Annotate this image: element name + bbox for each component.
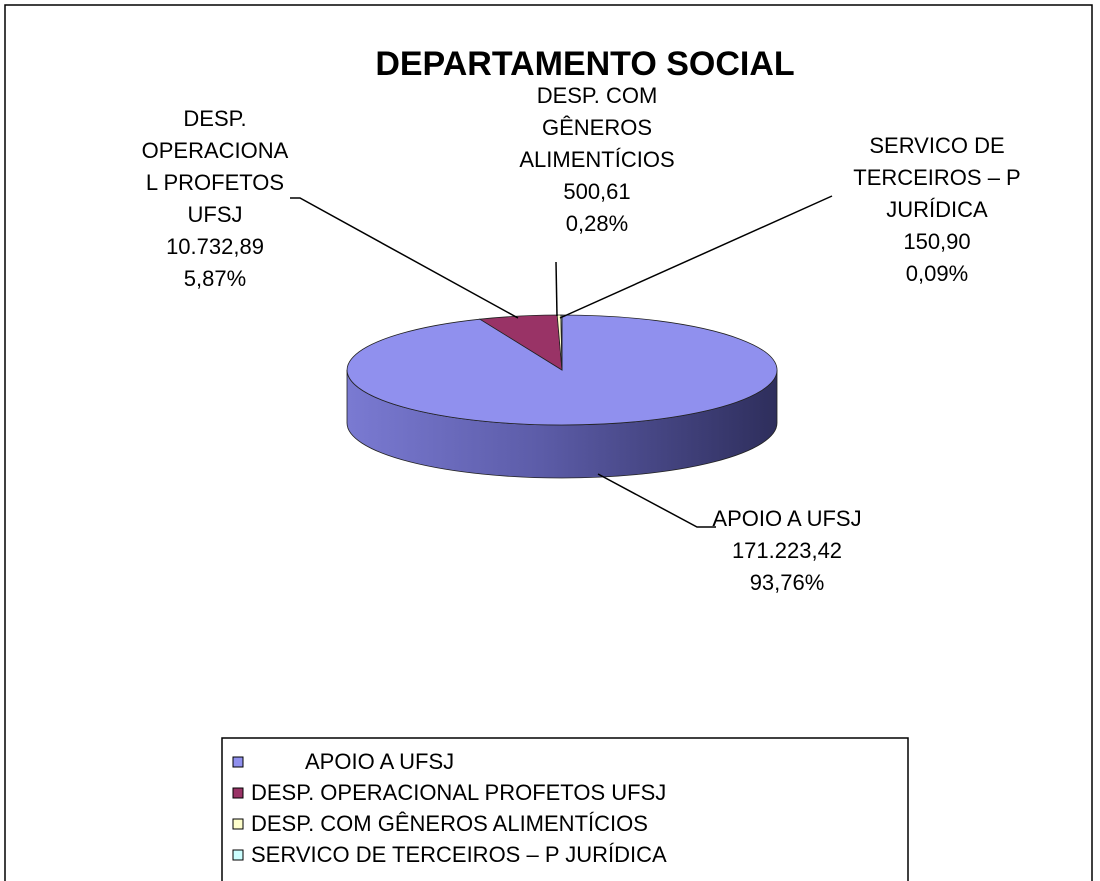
label-line: 0,28% — [565, 211, 629, 236]
data-label: SERVICO DE TERCEIROS – P JURÍDICA 150,90 0… — [836, 130, 1038, 290]
label-line: 171.223,42 — [731, 538, 843, 563]
legend-label: DESP. OPERACIONAL PROFETOS UFSJ — [251, 780, 666, 805]
data-label-text: APOIO A UFSJ 171.223,42 93,76% — [712, 503, 862, 599]
data-label: DESP. OPERACIONAL PROFETOS UFSJ 10.732,89… — [140, 103, 290, 295]
data-label: APOIO A UFSJ 171.223,42 93,76% — [712, 503, 862, 599]
chart-title: DEPARTAMENTO SOCIAL — [375, 45, 794, 83]
label-line: APOIO A UFSJ — [712, 506, 862, 531]
label-line: DESP. COM GÊNEROS ALIMENTÍCIOS — [519, 83, 675, 172]
data-label-text: DESP. COM GÊNEROS ALIMENTÍCIOS 500,61 0,28… — [511, 80, 683, 240]
legend-box — [221, 737, 909, 881]
legend-marker — [232, 756, 244, 768]
label-line: 10.732,89 — [166, 234, 264, 259]
label-line: 93,76% — [749, 570, 825, 595]
legend-label: DESP. COM GÊNEROS ALIMENTÍCIOS — [251, 811, 648, 836]
data-label-text: SERVICO DE TERCEIROS – P JURÍDICA 150,90 0… — [836, 130, 1038, 290]
legend-marker — [232, 818, 244, 830]
label-line: DESP. OPERACIONAL PROFETOS UFSJ — [141, 106, 289, 227]
legend-marker — [232, 849, 244, 861]
label-line: 500,61 — [563, 179, 631, 204]
legend-label: APOIO A UFSJ — [305, 749, 454, 774]
data-label: DESP. COM GÊNEROS ALIMENTÍCIOS 500,61 0,28… — [511, 80, 683, 240]
data-label-text: DESP. OPERACIONAL PROFETOS UFSJ 10.732,89… — [140, 103, 290, 295]
label-line: 5,87% — [183, 266, 247, 291]
label-line: 0,09% — [905, 261, 969, 286]
slice — [560, 314, 563, 371]
label-line: 150,90 — [903, 229, 971, 254]
leader-lines — [290, 195, 833, 528]
legend-label: SERVICO DE TERCEIROS – P JURÍDICA — [251, 842, 667, 867]
legend-marker — [232, 787, 244, 799]
pie — [346, 314, 778, 479]
label-line: SERVICO DE TERCEIROS – P JURÍDICA — [853, 133, 1021, 222]
